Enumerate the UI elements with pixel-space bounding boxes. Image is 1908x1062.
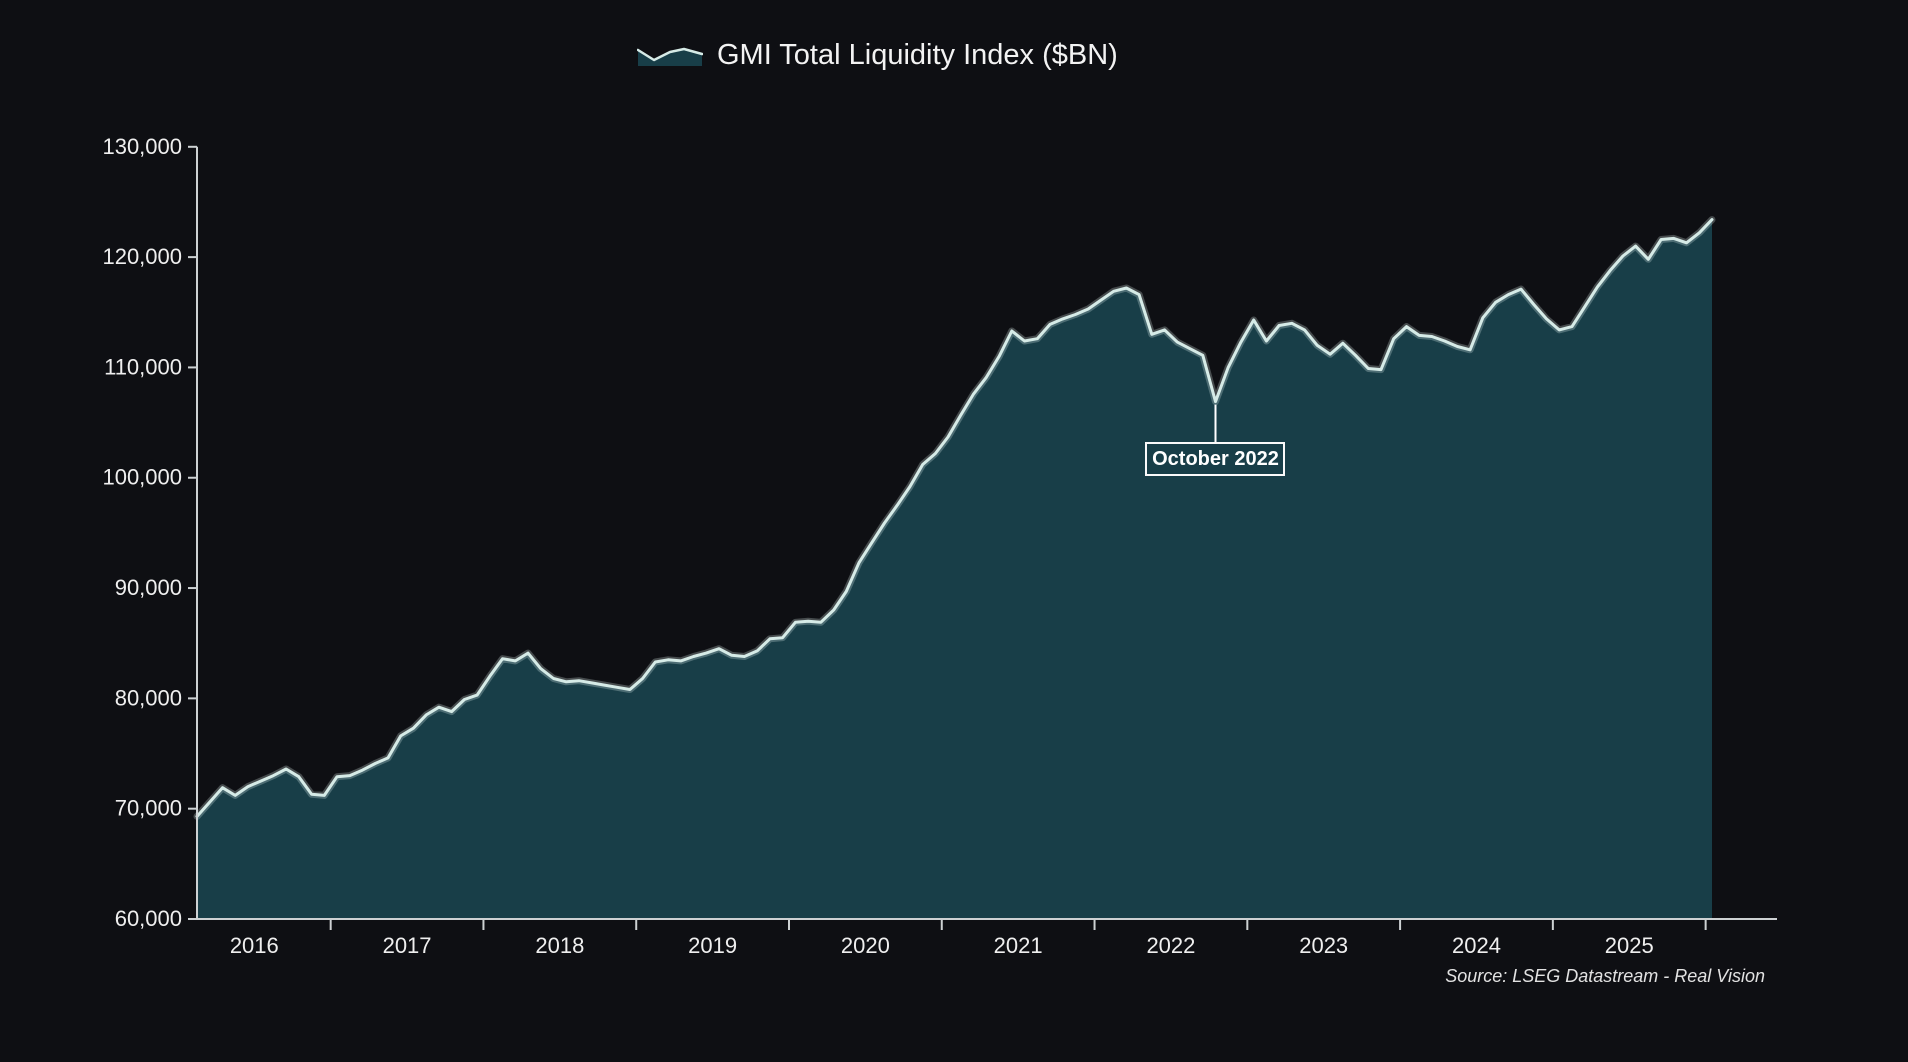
y-tick-label: 80,000 — [115, 685, 182, 710]
y-tick-label: 90,000 — [115, 575, 182, 600]
x-tick-label: 2020 — [841, 933, 890, 958]
y-tick-label: 100,000 — [102, 465, 182, 490]
y-tick-label: 110,000 — [104, 354, 182, 379]
source-credit: Source: LSEG Datastream - Real Vision — [1445, 966, 1765, 986]
x-tick-label: 2025 — [1605, 933, 1654, 958]
y-tick-label: 70,000 — [115, 796, 182, 821]
series-line — [195, 218, 1714, 818]
x-tick-label: 2022 — [1146, 933, 1195, 958]
annotation-label: October 2022 — [1152, 447, 1279, 470]
y-tick-label: 60,000 — [115, 906, 182, 931]
y-tick-label: 120,000 — [102, 244, 182, 269]
chart-legend: GMI Total Liquidity Index ($BN) — [637, 38, 1118, 72]
annotation-october-2022: October 2022 — [1145, 442, 1286, 476]
x-tick-label: 2021 — [994, 933, 1043, 958]
x-tick-label: 2016 — [230, 933, 279, 958]
legend-label: GMI Total Liquidity Index ($BN) — [717, 39, 1118, 71]
legend-area-swatch-icon — [637, 47, 703, 66]
x-tick-label: 2019 — [688, 933, 737, 958]
x-tick-label: 2023 — [1299, 933, 1348, 958]
area-fill — [197, 219, 1712, 920]
x-tick-label: 2017 — [383, 933, 432, 958]
x-tick-label: 2018 — [535, 933, 584, 958]
x-tick-label: 2024 — [1452, 933, 1501, 958]
y-tick-label: 130,000 — [102, 134, 182, 159]
